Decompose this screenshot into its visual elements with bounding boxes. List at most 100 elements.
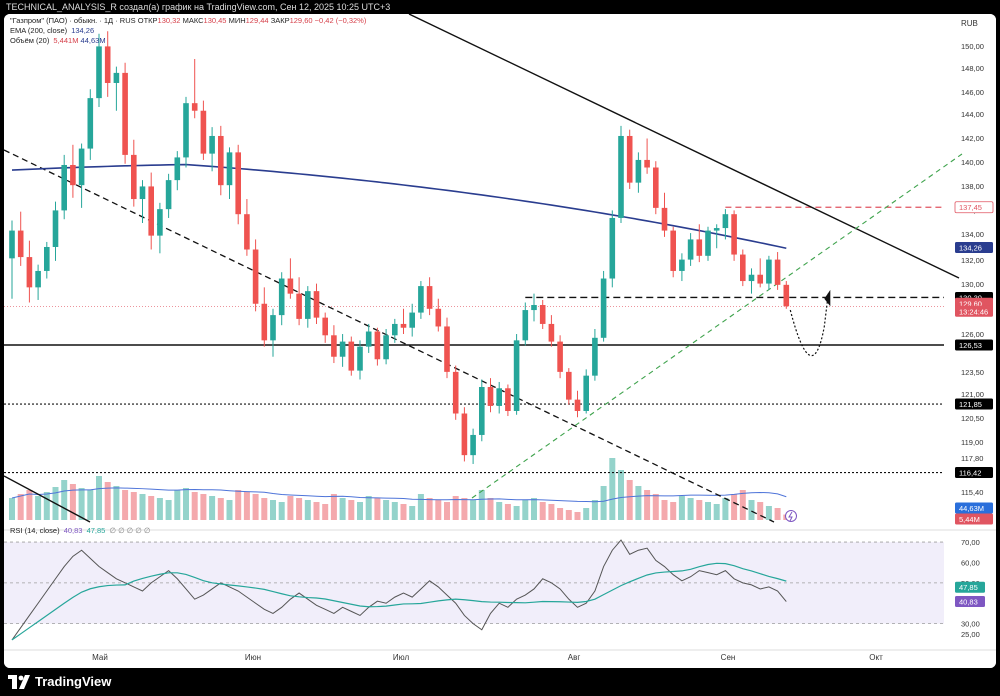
candle-body <box>357 346 363 371</box>
candle-body <box>461 413 468 456</box>
legend-symbol-row: "Газпром" (ПАО) · обыкн. · 1Д · RUS ОТКР… <box>10 16 366 26</box>
candle-body <box>252 249 259 304</box>
candle-body <box>52 210 59 247</box>
volume-bar <box>156 498 163 520</box>
candle-body <box>522 310 529 341</box>
candle-body <box>139 186 146 200</box>
volume-bar <box>504 504 511 520</box>
descending-resistance-line <box>408 14 960 279</box>
candle-body <box>618 135 624 218</box>
volume-bar <box>365 496 372 520</box>
chart-svg[interactable]: RUB 150,00 148,00 146,00 144,00 142,00 140,00 1… <box>4 14 996 668</box>
candle-body <box>244 214 250 250</box>
volume-bar <box>391 502 398 520</box>
rsi-line <box>11 539 787 641</box>
volume-bar <box>226 500 233 520</box>
price-tick: 142,00 <box>961 134 984 143</box>
volume-bar <box>43 492 50 520</box>
price-tick: 144,00 <box>961 110 984 119</box>
rsi-tick: 25,00 <box>961 630 980 639</box>
candle-body <box>661 207 668 231</box>
candle-body <box>687 239 694 260</box>
volume-bar <box>35 496 42 520</box>
volume-bar <box>661 500 668 520</box>
volume-bar <box>148 496 155 520</box>
volume-bar <box>705 502 711 520</box>
rsi-tick: 60,00 <box>961 558 980 567</box>
candle-body <box>409 312 415 328</box>
candle-body <box>392 323 398 336</box>
volume-bar <box>574 512 581 520</box>
volume-bar <box>461 498 468 520</box>
candle-body <box>600 278 607 338</box>
volume-bar <box>470 500 477 520</box>
candle-body <box>183 103 189 158</box>
volume-bar <box>61 480 68 520</box>
candle-body <box>270 315 276 341</box>
candle-body <box>305 291 311 319</box>
candle-body <box>748 274 755 282</box>
candle-body <box>9 230 15 259</box>
price-badge-bg <box>955 467 993 479</box>
candle-body <box>200 110 207 154</box>
candle-body <box>740 254 746 282</box>
candle-body <box>209 135 215 154</box>
footer-brand: TradingView <box>35 674 112 689</box>
candle-body <box>635 159 642 183</box>
price-badge: 121,85 <box>959 400 982 409</box>
volume-bar <box>522 500 529 520</box>
candle-body <box>644 159 650 168</box>
candle-body <box>566 371 572 400</box>
volume-bar <box>243 492 250 520</box>
rsi-tick: 30,00 <box>961 620 980 629</box>
volume-bar <box>687 498 694 520</box>
candle-body <box>766 259 772 284</box>
alert-lightning-icon[interactable] <box>785 510 797 522</box>
price-badge: 5,44М <box>959 515 980 524</box>
volume-bar <box>209 496 216 520</box>
candle-body <box>87 98 94 149</box>
price-badge-bg <box>955 339 993 351</box>
candle-body <box>287 278 294 294</box>
candle-body <box>278 278 285 316</box>
volume-bar <box>722 498 729 520</box>
volume-bar <box>174 490 181 520</box>
volume-bar <box>191 492 198 520</box>
candle-body <box>35 270 41 288</box>
volume-bar <box>339 498 346 520</box>
candle-body <box>479 387 485 435</box>
candle-body <box>235 152 241 215</box>
tradingview-logo: TradingView <box>8 674 111 689</box>
candle-body <box>365 331 372 347</box>
price-badge: 137,45 <box>959 203 982 212</box>
legend-rsi-value1: 40,83 <box>63 526 83 535</box>
volume-bar <box>183 488 189 520</box>
volume-bar <box>87 490 94 520</box>
candle-body <box>548 323 555 342</box>
volume-bar <box>670 502 677 520</box>
price-tick: 121,00 <box>961 390 984 399</box>
legend-volume-row: Объём (20) 5,441М 44,63М <box>10 36 106 46</box>
rsi-badge: 40,83 <box>959 598 978 607</box>
legend-rsi-row: RSI (14, close) 40,83 47,85 ∅ ∅ ∅ ∅ ∅ <box>10 526 150 536</box>
volume-bar <box>739 490 746 520</box>
candle-body <box>653 167 659 208</box>
price-badge: 13:24:46 <box>959 307 988 316</box>
candle-body <box>44 246 50 271</box>
candle-body <box>218 135 224 186</box>
volume-bar <box>104 482 111 520</box>
legend-ema-value: 134,26 <box>71 26 95 35</box>
candle-body <box>531 305 537 311</box>
candle-body <box>17 230 24 258</box>
legend-volume-value2: 44,63М <box>80 36 106 45</box>
candle-body <box>696 239 703 256</box>
volume-bar <box>348 500 355 520</box>
volume-bar <box>644 490 651 520</box>
legend-low: 129,44 <box>245 16 269 25</box>
chart-panel[interactable]: RUB 150,00 148,00 146,00 144,00 142,00 140,00 1… <box>4 14 996 668</box>
legend-ema-row: EMA (200, close) 134,26 <box>10 26 94 36</box>
legend-rsi-extra: ∅ ∅ ∅ ∅ ∅ <box>109 526 151 535</box>
candle-body <box>713 228 720 231</box>
price-tick: 126,00 <box>961 330 984 339</box>
legend-ema-label: EMA (200, close) <box>10 26 68 35</box>
